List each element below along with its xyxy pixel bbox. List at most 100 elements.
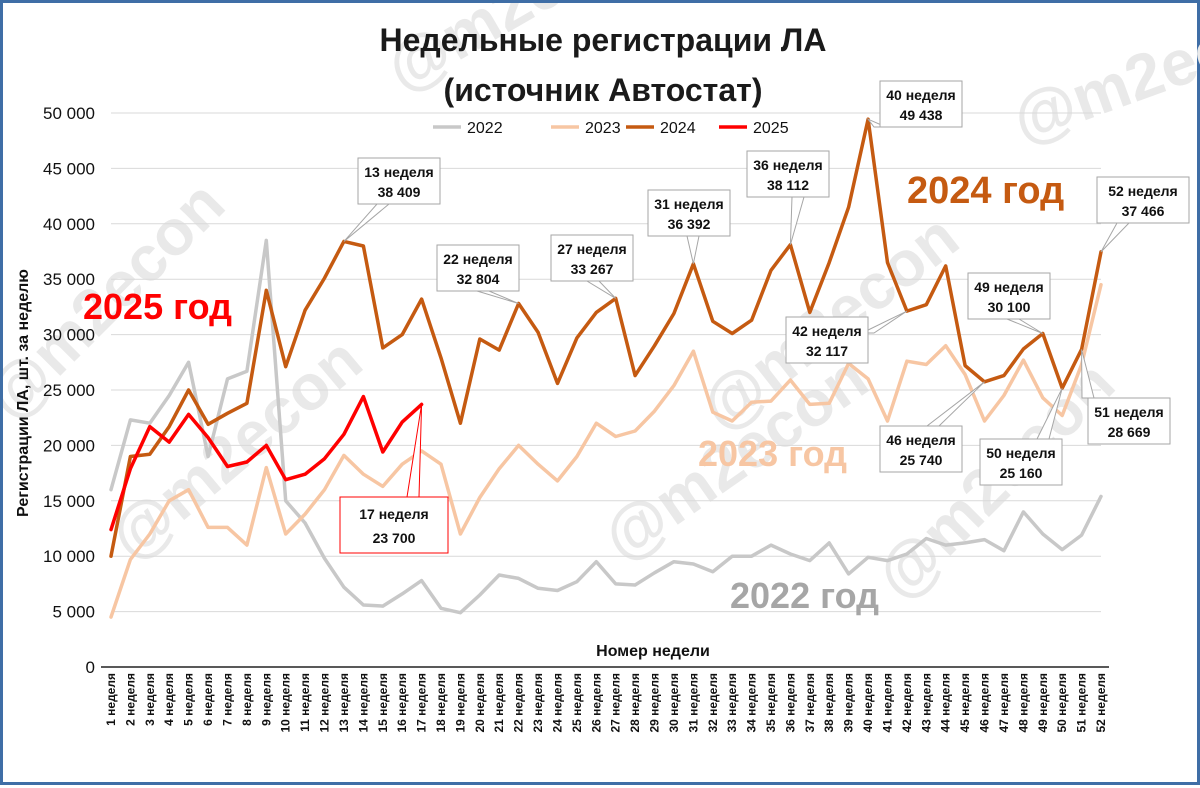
x-tick-label: 52 неделя: [1094, 673, 1108, 733]
x-tick-label: 26 неделя: [589, 673, 603, 733]
y-tick-label: 20 000: [43, 436, 95, 455]
callout-value-label: 38 409: [378, 184, 421, 200]
x-tick-label: 24 неделя: [550, 673, 564, 733]
callout-value-label: 30 100: [988, 299, 1031, 315]
series-year-label: 2023 год: [698, 433, 847, 474]
callout-box: [550, 234, 634, 282]
x-tick-label: 7 неделя: [220, 673, 234, 726]
callout-week-36: 36 неделя 38 112: [746, 150, 830, 245]
callout-week-label: 27 неделя: [557, 241, 626, 257]
y-tick-label: 35 000: [43, 270, 95, 289]
x-tick-label: 47 неделя: [997, 673, 1011, 733]
callout-box: [967, 272, 1051, 320]
x-tick-label: 19 неделя: [453, 673, 467, 733]
callout-pointer: [1100, 222, 1131, 253]
series-year-label: 2025 год: [83, 286, 232, 327]
x-tick-label: 45 неделя: [958, 673, 972, 733]
x-tick-label: 33 неделя: [725, 673, 739, 733]
callout-week-40: 40 неделя 49 438: [866, 80, 963, 128]
x-tick-label: 49 неделя: [1036, 673, 1050, 733]
x-tick-label: 48 неделя: [1016, 673, 1030, 733]
callout-week-label: 42 неделя: [792, 323, 861, 339]
callout-week-31: 31 неделя 36 392: [647, 189, 731, 264]
x-tick-label: 32 неделя: [706, 673, 720, 733]
callout-week-label: 36 неделя: [753, 157, 822, 173]
legend-label: 2025: [753, 120, 789, 137]
x-tick-label: 38 неделя: [822, 673, 836, 733]
x-tick-label: 5 неделя: [182, 673, 196, 726]
callout-week-label: 17 неделя: [359, 506, 428, 522]
callout-pointer: [686, 235, 700, 264]
y-tick-label: 10 000: [43, 547, 95, 566]
callout-value-label: 25 160: [1000, 465, 1043, 481]
callout-value-label: 36 392: [668, 216, 711, 232]
callout-week-42: 42 неделя 32 117: [785, 310, 908, 364]
legend-item-2023[interactable]: 2023: [551, 120, 621, 137]
x-tick-label: 41 неделя: [880, 673, 894, 733]
callout-value-label: 38 112: [767, 177, 809, 193]
callouts: 13 неделя 38 409 22 неделя 32 804 27 неделя 3…: [339, 80, 1190, 554]
x-tick-label: 44 неделя: [939, 673, 953, 733]
x-tick-label: 13 неделя: [337, 673, 351, 733]
legend-item-2022[interactable]: 2022: [433, 120, 503, 137]
callout-week-13: 13 неделя 38 409: [343, 157, 441, 242]
chart-title-line2: (источник Автостат): [444, 72, 763, 108]
legend-item-2024[interactable]: 2024: [626, 120, 696, 137]
series-line-2023: [109, 282, 1103, 619]
callout-box: [879, 425, 963, 473]
x-tick-label: 50 неделя: [1055, 673, 1069, 733]
x-tick-label: 4 неделя: [162, 673, 176, 726]
series-year-label: 2024 год: [907, 170, 1064, 212]
x-tick-label: 15 неделя: [376, 673, 390, 733]
callout-week-label: 49 неделя: [974, 279, 1043, 295]
x-tick-label: 21 неделя: [492, 673, 506, 733]
callout-week-label: 50 неделя: [986, 445, 1055, 461]
x-tick-label: 40 неделя: [861, 673, 875, 733]
y-tick-label: 50 000: [43, 104, 95, 123]
x-tick-label: 14 неделя: [356, 673, 370, 733]
x-tick-label: 36 неделя: [783, 673, 797, 733]
callout-value-label: 25 740: [900, 452, 943, 468]
x-tick-label: 23 неделя: [531, 673, 545, 733]
legend[interactable]: 2022 2023 2024 2025: [433, 120, 789, 137]
callout-box: [879, 80, 963, 128]
x-tick-label: 37 неделя: [803, 673, 817, 733]
series-line-2024: [109, 117, 1103, 558]
callout-week-22: 22 неделя 32 804: [436, 244, 520, 305]
y-tick-label: 45 000: [43, 159, 95, 178]
callout-box: [979, 438, 1063, 486]
series-lines: [109, 117, 1103, 619]
y-tick-label: 40 000: [43, 215, 95, 234]
x-tick-label: 12 неделя: [318, 673, 332, 733]
y-axis-ticks: 0 5 000 10 000 15 000 20 000 25 000 30 000 35 0…: [43, 104, 95, 677]
x-tick-label: 22 неделя: [512, 673, 526, 733]
callout-box: [746, 150, 830, 198]
legend-item-2025[interactable]: 2025: [719, 120, 789, 137]
line-chart: @m2econ@m2econ@m2econ@m2econ@m2econ@m2ec…: [3, 3, 1200, 733]
callout-pointer: [343, 203, 391, 242]
x-axis-ticks: 1 неделя 2 неделя 3 неделя 4 неделя 5 неделя…: [104, 673, 1108, 733]
callout-week-label: 46 неделя: [886, 432, 955, 448]
x-tick-label: 11 неделя: [298, 673, 312, 732]
callout-week-27: 27 неделя 33 267: [550, 234, 634, 299]
chart-title-line1: Недельные регистрации ЛА: [380, 22, 827, 58]
callout-box: [1096, 176, 1190, 224]
callout-value-label: 49 438: [900, 107, 943, 123]
callout-box: [785, 316, 869, 364]
callout-week-51: 51 неделя 28 669: [1081, 349, 1171, 445]
y-axis-title: Регистрации ЛА, шт. за неделю: [15, 269, 32, 517]
legend-label: 2022: [467, 120, 503, 137]
x-tick-label: 18 неделя: [434, 673, 448, 733]
y-tick-label: 5 000: [52, 603, 95, 622]
callout-pointer: [789, 196, 805, 245]
x-tick-label: 39 неделя: [842, 673, 856, 733]
x-tick-label: 29 неделя: [648, 673, 662, 733]
callout-week-50: 50 неделя 25 160: [979, 388, 1063, 486]
callout-week-17: 17 неделя 23 700: [339, 404, 449, 554]
x-tick-label: 16 неделя: [395, 673, 409, 733]
x-tick-label: 6 неделя: [201, 673, 215, 726]
x-tick-label: 8 неделя: [240, 673, 254, 726]
callout-box: [357, 157, 441, 205]
callout-box: [339, 496, 449, 554]
x-tick-label: 46 неделя: [978, 673, 992, 733]
